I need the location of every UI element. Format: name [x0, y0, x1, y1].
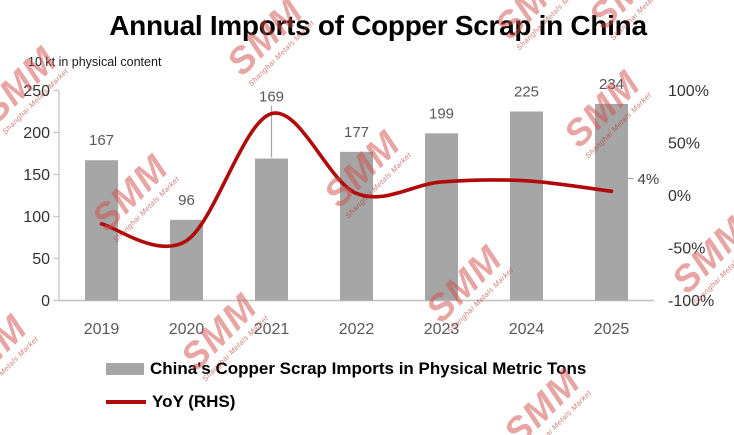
right-axis-label--100%: -100% [668, 293, 714, 310]
right-axis-label--50%: -50% [668, 241, 705, 258]
bar-2021 [255, 158, 288, 301]
x-label-2023: 2023 [424, 321, 460, 338]
left-axis-label-100: 100 [23, 209, 50, 226]
left-axis-label-200: 200 [23, 125, 50, 142]
chart-title: Annual Imports of Copper Scrap in China [109, 10, 647, 41]
bar-label-2024: 225 [514, 84, 539, 101]
bar-label-2021: 169 [259, 89, 284, 106]
right-axis-label-50%: 50% [668, 136, 700, 153]
yoy-end-leader [613, 177, 634, 191]
legend-item-yoy: YoY (RHS) [106, 390, 586, 414]
legend-line-swatch [106, 400, 146, 404]
x-label-2019: 2019 [84, 321, 120, 338]
bar-label-2020: 96 [178, 192, 195, 209]
bar-2019 [85, 160, 118, 301]
bar-label-2023: 199 [429, 105, 454, 122]
x-label-2020: 2020 [169, 321, 205, 338]
bar-2023 [425, 133, 458, 301]
legend-item-imports: China's Copper Scrap Imports in Physical… [106, 357, 586, 381]
bar-label-2022: 177 [344, 124, 369, 141]
legend-line-label: YoY (RHS) [152, 392, 236, 411]
x-label-2021: 2021 [254, 321, 290, 338]
bar-2024 [510, 111, 543, 301]
left-axis-label-150: 150 [23, 167, 50, 184]
left-axis-label-0: 0 [41, 293, 50, 310]
bar-2025 [595, 103, 628, 301]
x-label-2022: 2022 [339, 321, 375, 338]
legend-bar-label: China's Copper Scrap Imports in Physical… [150, 359, 587, 378]
bar-2020 [170, 219, 203, 301]
bar-label-2025: 234 [599, 76, 624, 93]
yoy-line [99, 111, 614, 248]
right-axis-label-0%: 0% [668, 188, 691, 205]
axis-unit-note: 10 kt in physical content [28, 55, 162, 69]
right-axis-label-100%: 100% [668, 83, 709, 100]
bar-2022 [340, 151, 373, 301]
chart-legend: China's Copper Scrap Imports in Physical… [106, 357, 586, 423]
left-axis-label-250: 250 [23, 83, 50, 100]
legend-bar-swatch [106, 363, 144, 375]
x-label-2024: 2024 [509, 321, 545, 338]
bar-label-2019: 167 [89, 132, 114, 149]
yoy-end-label: 4% [638, 171, 660, 188]
x-label-2025: 2025 [594, 321, 630, 338]
left-axis-label-50: 50 [32, 251, 50, 268]
